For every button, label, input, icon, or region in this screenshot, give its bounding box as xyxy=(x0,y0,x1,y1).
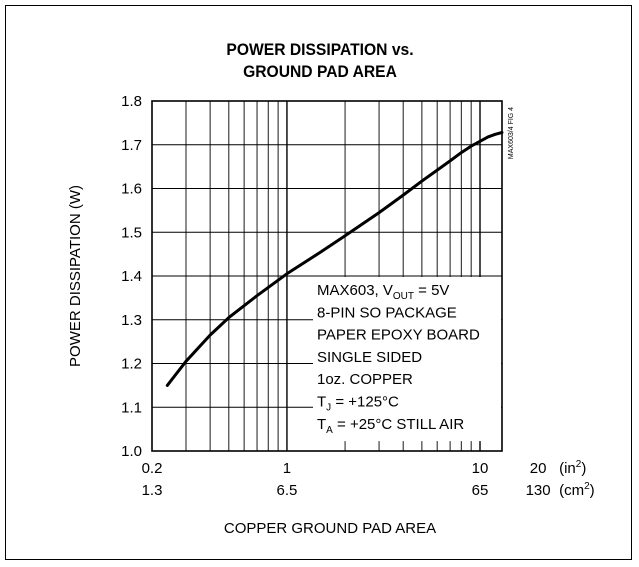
plot-area xyxy=(151,100,503,452)
chart-title-line-2: GROUND PAD AREA xyxy=(243,62,397,81)
annotation-subscript: OUT xyxy=(393,291,414,302)
x-tick-label-in2: 0.2 xyxy=(142,460,163,477)
annotation-text: = +25°C STILL AIR xyxy=(333,416,465,433)
y-tick-label: 1.1 xyxy=(121,399,142,416)
x-tick-label-in2: 20 xyxy=(530,460,547,477)
annotation-line: TJ = +125°C xyxy=(317,394,399,414)
annotation-line: SINGLE SIDED xyxy=(317,349,422,366)
figure-side-label: MAX603/4 FIG 4 xyxy=(508,107,515,159)
unit-superscript: 2 xyxy=(584,481,590,492)
chart-title-line-1: POWER DISSIPATION vs. xyxy=(226,40,414,59)
y-tick-label: 1.3 xyxy=(121,312,142,329)
annotation-background xyxy=(313,277,501,442)
annotation-line: MAX603, VOUT = 5V xyxy=(317,282,449,302)
y-tick-label: 1.6 xyxy=(121,181,142,198)
x-tick-label-in2: 10 xyxy=(472,460,489,477)
chart-series xyxy=(165,131,504,387)
annotation-line: 8-PIN SO PACKAGE xyxy=(317,304,457,321)
x-tick-label-cm2: 1.3 xyxy=(142,482,163,499)
annotation-text: = +125°C xyxy=(331,394,399,411)
y-tick-label: 1.5 xyxy=(121,224,142,241)
unit-close: ) xyxy=(590,482,595,499)
y-tick-label: 1.4 xyxy=(121,268,142,285)
annotation-text: = 5V xyxy=(414,282,449,299)
x-tick-label-in2: 1 xyxy=(283,460,291,477)
y-tick-label: 1.7 xyxy=(121,137,142,154)
power-dissipation-curve xyxy=(165,131,504,387)
x-tick-label-cm2: 6.5 xyxy=(277,482,298,499)
annotation-subscript: J xyxy=(326,403,331,414)
figure-frame xyxy=(5,5,632,560)
x-axis-label: COPPER GROUND PAD AREA xyxy=(224,520,436,537)
x-tick-label-cm2: 65 xyxy=(472,482,489,499)
y-tick-label: 1.8 xyxy=(121,93,142,110)
annotation-line: PAPER EPOXY BOARD xyxy=(317,327,480,344)
y-tick-label: 1.0 xyxy=(121,443,142,460)
y-axis-label: POWER DISSIPATION (W) xyxy=(67,185,84,367)
annotation-line: 1oz. COPPER xyxy=(317,371,413,388)
x-units-cm2: (cm2) xyxy=(559,481,595,499)
annotation-subscript: A xyxy=(326,425,333,436)
annotation-box: MAX603, VOUT = 5V 8-PIN SO PACKAGE PAPER E… xyxy=(313,277,501,442)
y-tick-label: 1.2 xyxy=(121,356,142,373)
annotation-line: TA = +25°C STILL AIR xyxy=(317,416,464,436)
unit-close: ) xyxy=(581,460,586,477)
x-tick-label-cm2: 130 xyxy=(526,482,551,499)
x-units-in2: (in2) xyxy=(559,459,586,477)
unit-superscript: 2 xyxy=(576,459,582,470)
